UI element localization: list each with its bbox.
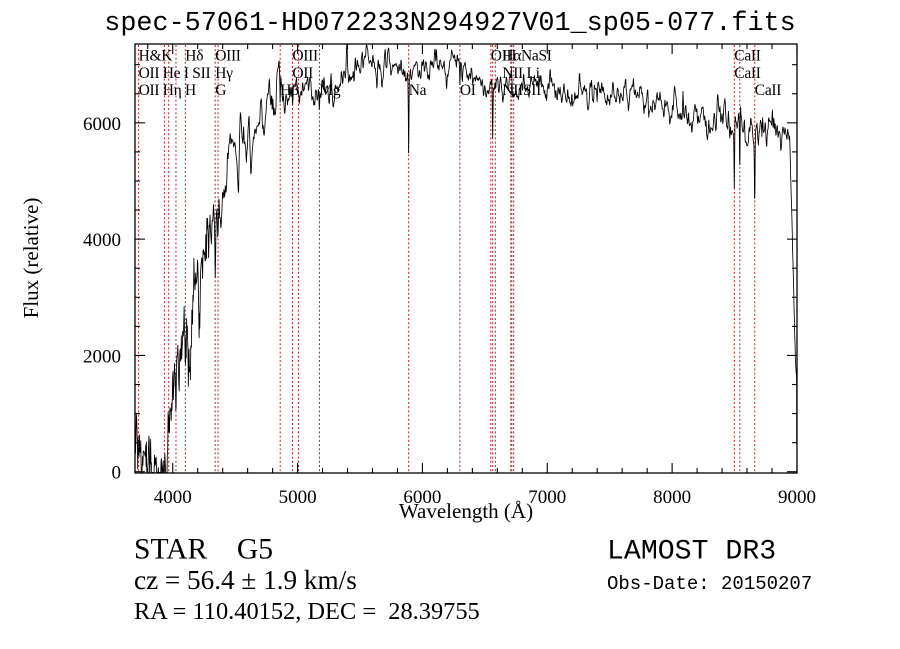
svg-text:0: 0	[112, 463, 122, 484]
svg-text:H&K: H&K	[139, 48, 174, 65]
svg-text:OII He I SII: OII He I SII	[139, 65, 211, 82]
svg-text:CaII: CaII	[755, 82, 781, 99]
svg-text:NII Li: NII Li	[502, 65, 540, 82]
svg-text:cz = 56.4 ± 1.9 km/s: cz = 56.4 ± 1.9 km/s	[134, 565, 357, 595]
svg-text:HαNaSI: HαNaSI	[502, 48, 552, 65]
svg-text:6000: 6000	[83, 114, 121, 135]
svg-text:LAMOST DR3: LAMOST DR3	[607, 537, 776, 568]
svg-text:Hβ: Hβ	[280, 82, 299, 99]
svg-text:CaII: CaII	[734, 65, 760, 82]
svg-text:Obs-Date: 20150207: Obs-Date: 20150207	[607, 573, 812, 595]
svg-text:NIISII: NIISII	[502, 82, 541, 99]
svg-text:Flux (relative): Flux (relative)	[19, 198, 43, 319]
svg-text:Mg: Mg	[319, 82, 340, 99]
svg-text:8000: 8000	[653, 487, 691, 508]
svg-text:4000: 4000	[83, 230, 121, 251]
svg-text:5000: 5000	[279, 487, 317, 508]
svg-text:Hδ: Hδ	[185, 48, 203, 65]
svg-text:Wavelength (Å): Wavelength (Å)	[399, 499, 533, 523]
svg-text:OIII: OIII	[215, 48, 241, 65]
svg-text:OII Hη H: OII Hη H	[139, 82, 196, 99]
svg-text:OII: OII	[292, 65, 313, 82]
svg-text:G: G	[215, 82, 226, 99]
svg-text:Hγ: Hγ	[215, 65, 233, 82]
svg-text:7000: 7000	[528, 487, 566, 508]
svg-text:OI: OI	[460, 82, 476, 99]
svg-text:9000: 9000	[778, 487, 816, 508]
svg-text:STAR G5: STAR G5	[134, 534, 273, 566]
svg-text:Na: Na	[409, 82, 427, 99]
svg-text:RA = 110.40152, DEC = 28.3975: RA = 110.40152, DEC = 28.39755	[134, 598, 480, 625]
svg-text:spec-57061-HD072233N294927V01_: spec-57061-HD072233N294927V01_sp05-077.f…	[104, 9, 795, 39]
svg-text:CaII: CaII	[734, 48, 760, 65]
svg-text:2000: 2000	[83, 346, 121, 367]
svg-text:4000: 4000	[154, 487, 192, 508]
svg-text:OIII: OIII	[292, 48, 318, 65]
